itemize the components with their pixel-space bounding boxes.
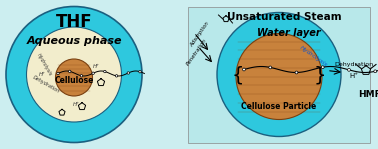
Text: Dehydration: Dehydration — [32, 75, 60, 94]
Circle shape — [68, 70, 71, 73]
Circle shape — [6, 7, 142, 142]
Text: Unsaturated Steam: Unsaturated Steam — [227, 12, 341, 22]
Circle shape — [139, 70, 141, 73]
Circle shape — [104, 70, 106, 73]
Circle shape — [243, 68, 245, 71]
Circle shape — [115, 75, 118, 77]
Circle shape — [348, 68, 350, 71]
Bar — [188, 7, 370, 143]
Circle shape — [26, 27, 121, 122]
Text: Adsorption: Adsorption — [189, 21, 211, 48]
Circle shape — [269, 66, 272, 69]
Text: Cellulose: Cellulose — [54, 76, 94, 85]
Text: H⁺: H⁺ — [350, 73, 358, 80]
Text: Penetration: Penetration — [186, 38, 208, 67]
Text: Hydrolysis: Hydrolysis — [36, 52, 53, 77]
Text: HMF: HMF — [358, 90, 378, 99]
Circle shape — [92, 72, 94, 74]
Text: Hydrolysis: Hydrolysis — [299, 45, 329, 68]
Text: Cellulose Particle: Cellulose Particle — [242, 102, 317, 111]
Text: H⁺: H⁺ — [39, 72, 45, 77]
Text: Dehydration: Dehydration — [335, 62, 373, 67]
Circle shape — [80, 74, 83, 77]
Text: H⁺: H⁺ — [93, 64, 99, 69]
Text: }: } — [314, 65, 326, 84]
Text: Water layer: Water layer — [257, 28, 321, 38]
Circle shape — [56, 59, 93, 96]
Text: Aqueous phase: Aqueous phase — [26, 37, 122, 46]
Circle shape — [217, 13, 341, 136]
Circle shape — [57, 72, 59, 75]
Circle shape — [236, 34, 322, 119]
Text: H⁺: H⁺ — [73, 102, 79, 107]
Circle shape — [127, 72, 130, 74]
Circle shape — [295, 71, 298, 74]
Text: {: { — [232, 65, 244, 84]
Circle shape — [374, 70, 376, 73]
Text: THF: THF — [56, 14, 92, 31]
Circle shape — [321, 66, 324, 69]
